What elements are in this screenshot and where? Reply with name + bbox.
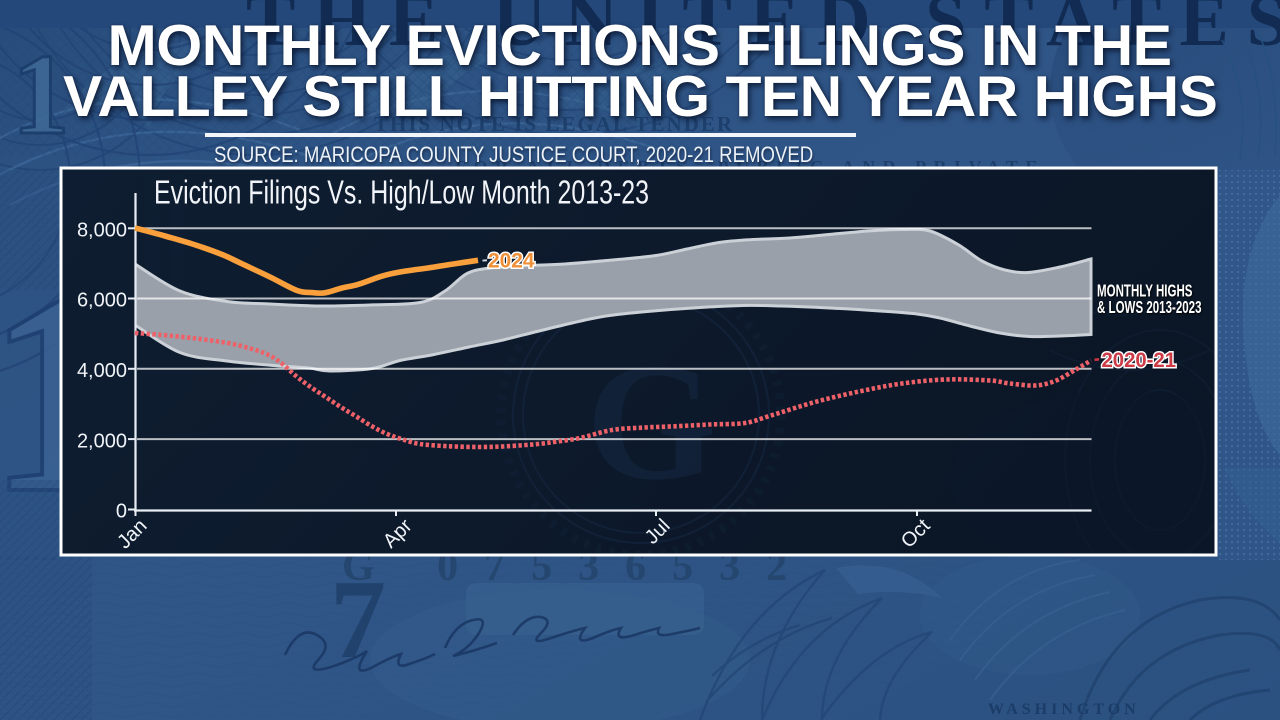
svg-text:THE UNITED STATES: THE UNITED STATES bbox=[246, 0, 1280, 62]
svg-text:2,000: 2,000 bbox=[77, 430, 127, 452]
svg-text:THIS NOTE IS LEGAL TENDER: THIS NOTE IS LEGAL TENDER bbox=[374, 112, 734, 136]
svg-text:Eviction Filings Vs. High/Low: Eviction Filings Vs. High/Low Month 2013… bbox=[154, 174, 649, 211]
svg-text:2024: 2024 bbox=[488, 249, 535, 273]
svg-text:6,000: 6,000 bbox=[77, 290, 127, 312]
svg-text:0: 0 bbox=[116, 501, 127, 523]
svg-text:4,000: 4,000 bbox=[77, 360, 127, 382]
svg-text:1: 1 bbox=[12, 31, 70, 158]
svg-text:8,000: 8,000 bbox=[77, 220, 127, 242]
svg-text:WASHINGTON: WASHINGTON bbox=[988, 701, 1140, 718]
svg-text:G: G bbox=[586, 329, 717, 515]
svg-text:2020-21: 2020-21 bbox=[1102, 348, 1177, 372]
svg-text:MONTHLY HIGHS: MONTHLY HIGHS bbox=[1097, 280, 1193, 300]
svg-text:7: 7 bbox=[330, 558, 386, 682]
svg-text:& LOWS 2013-2023: & LOWS 2013-2023 bbox=[1097, 297, 1202, 317]
